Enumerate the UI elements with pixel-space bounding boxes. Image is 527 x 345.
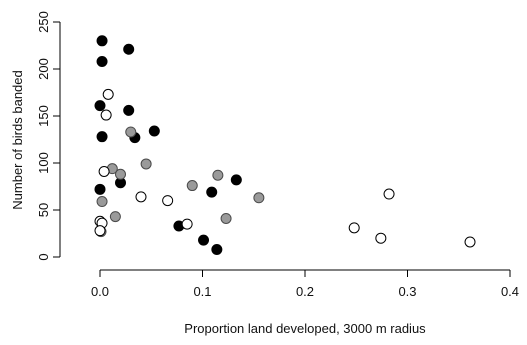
data-point-filled-black <box>96 131 108 143</box>
data-point-filled-gray <box>96 196 108 208</box>
data-point-open-circle <box>348 222 360 234</box>
y-tick-label: 0 <box>36 253 51 260</box>
data-point-open-circle <box>100 109 112 121</box>
data-points <box>94 35 476 255</box>
data-point-open-circle <box>162 195 174 207</box>
data-point-filled-gray <box>140 158 152 170</box>
data-point-filled-black <box>123 43 135 55</box>
y-tick-label: 150 <box>36 105 51 127</box>
x-tick-label: 0.2 <box>296 284 314 299</box>
data-point-filled-black <box>148 125 160 137</box>
data-point-filled-gray <box>212 169 224 181</box>
data-point-filled-black <box>211 243 223 255</box>
x-tick-label: 0.0 <box>91 284 109 299</box>
y-axis-title: Number of birds banded <box>10 70 25 209</box>
data-point-filled-black <box>96 35 108 47</box>
data-point-filled-black <box>230 174 242 186</box>
data-point-filled-gray <box>186 180 198 192</box>
data-point-filled-black <box>96 55 108 67</box>
x-tick-label: 0.3 <box>398 284 416 299</box>
data-point-filled-black <box>206 186 218 198</box>
data-point-open-circle <box>98 165 110 177</box>
y-tick-label: 100 <box>36 152 51 174</box>
data-point-filled-black <box>198 234 210 246</box>
x-tick-label: 0.4 <box>501 284 519 299</box>
y-axis: 0 50 100 150 200 250 <box>36 11 61 261</box>
data-point-filled-gray <box>109 211 121 223</box>
data-point-filled-gray <box>220 212 232 224</box>
data-point-open-circle <box>375 232 387 244</box>
data-point-open-circle <box>135 191 147 203</box>
data-point-filled-gray <box>125 126 137 138</box>
data-point-open-circle <box>102 88 114 100</box>
data-point-filled-black <box>94 100 106 112</box>
x-tick-label: 0.1 <box>193 284 211 299</box>
y-tick-label: 50 <box>36 203 51 217</box>
data-point-open-circle <box>464 236 476 248</box>
data-point-filled-black <box>123 104 135 116</box>
data-point-filled-gray <box>253 192 265 204</box>
data-point-filled-black <box>94 183 106 195</box>
x-axis-title: Proportion land developed, 3000 m radius <box>184 321 426 336</box>
y-tick-label: 200 <box>36 58 51 80</box>
y-tick-label: 250 <box>36 11 51 33</box>
data-point-open-circle <box>383 188 395 200</box>
data-point-open-circle <box>181 218 193 230</box>
data-point-filled-gray <box>115 168 126 180</box>
data-point-open-circle <box>94 225 106 237</box>
x-axis: 0.0 0.1 0.2 0.3 0.4 <box>91 269 519 299</box>
